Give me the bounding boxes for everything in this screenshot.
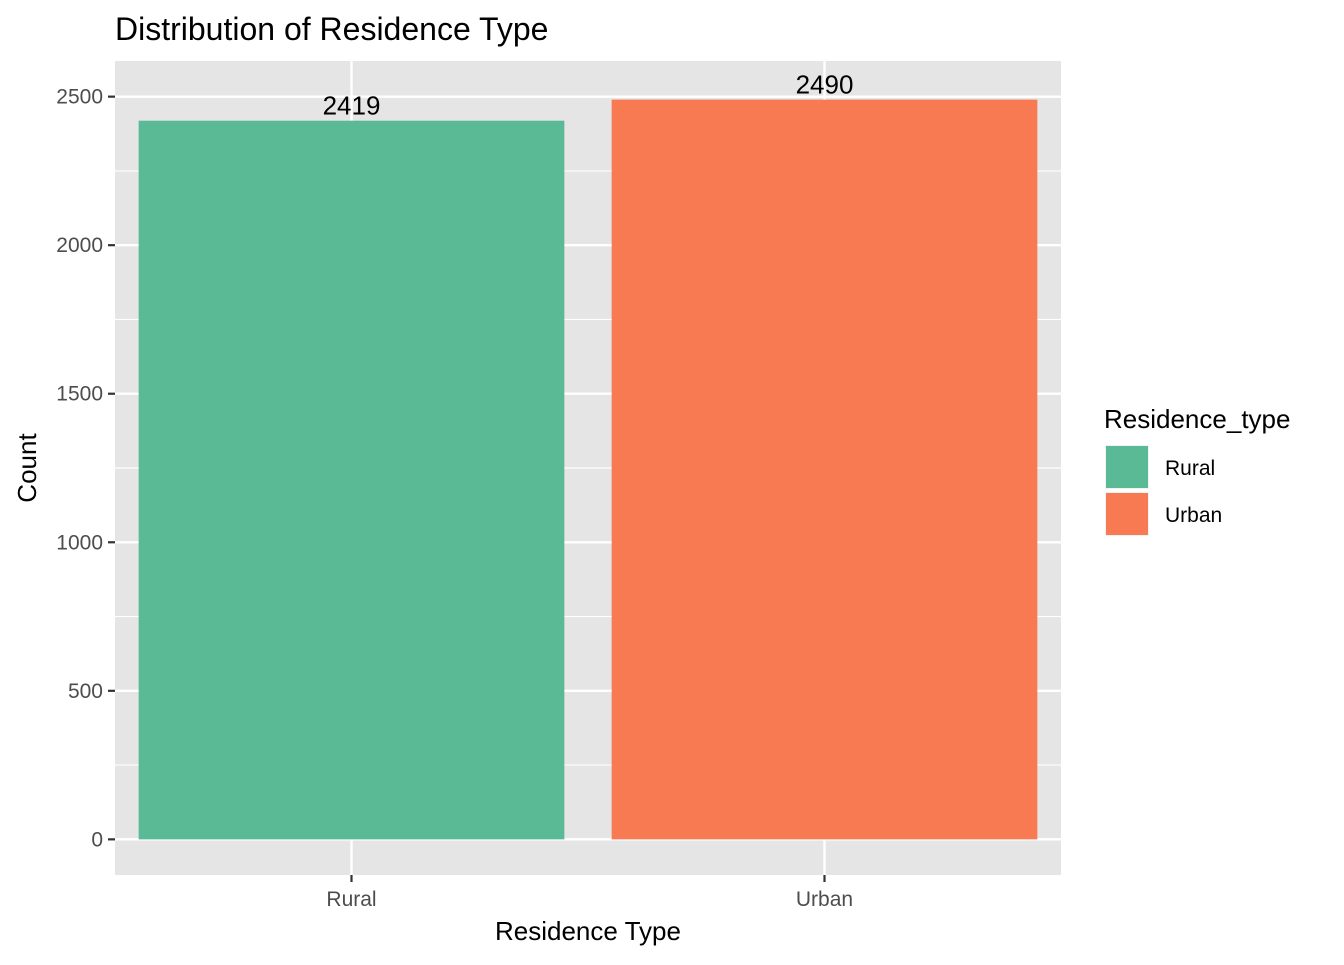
y-tick-label: 2500 bbox=[56, 86, 103, 109]
y-axis-title: Count bbox=[12, 433, 42, 503]
legend-items: Rural Urban bbox=[1105, 445, 1222, 536]
x-axis-title: Residence Type bbox=[495, 916, 681, 946]
data-label-urban: 2490 bbox=[796, 70, 854, 100]
legend-label-rural: Rural bbox=[1165, 457, 1215, 480]
legend-label-urban: Urban bbox=[1165, 504, 1222, 527]
y-tick-label: 0 bbox=[91, 828, 103, 851]
chart-title: Distribution of Residence Type bbox=[115, 11, 548, 47]
x-axis: Rural Urban bbox=[326, 875, 853, 911]
y-tick-label: 2000 bbox=[56, 234, 103, 257]
bar-rural bbox=[138, 120, 565, 840]
x-tick-label: Urban bbox=[796, 888, 853, 911]
x-tick-label: Rural bbox=[326, 888, 376, 911]
legend-swatch-urban bbox=[1106, 493, 1148, 535]
legend-swatch-rural bbox=[1106, 446, 1148, 488]
legend: Residence_type Rural Urban bbox=[1104, 404, 1290, 536]
y-tick-label: 1500 bbox=[56, 383, 103, 406]
legend-title: Residence_type bbox=[1104, 404, 1290, 434]
data-label-rural: 2419 bbox=[323, 91, 381, 121]
y-tick-label: 500 bbox=[68, 680, 103, 703]
y-axis: 0 500 1000 1500 2000 2500 bbox=[56, 86, 115, 851]
bar-urban bbox=[611, 99, 1038, 840]
y-tick-label: 1000 bbox=[56, 531, 103, 554]
data-label-layer: 2419 2490 bbox=[323, 70, 854, 121]
bar-layer bbox=[138, 99, 1038, 840]
